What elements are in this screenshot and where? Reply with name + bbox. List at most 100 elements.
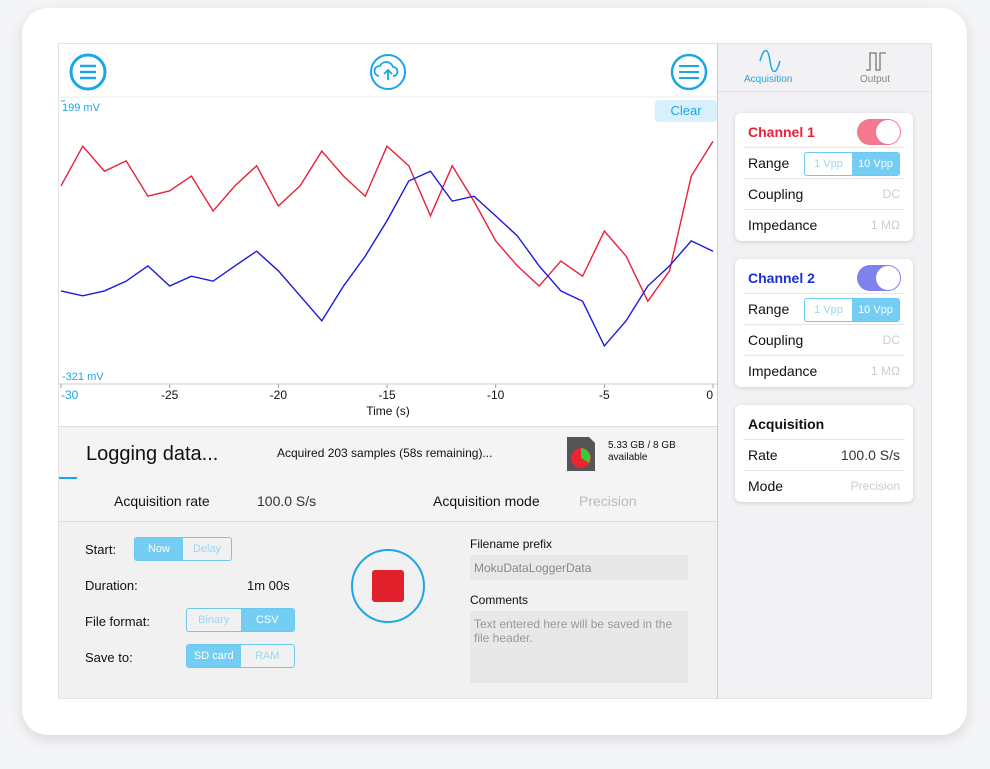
format-option[interactable]: Binary: [198, 614, 230, 626]
stop-icon: [372, 570, 404, 602]
x-tick-label: -10: [487, 388, 505, 402]
range-option[interactable]: 1 Vpp: [814, 304, 843, 316]
row-label: Impedance: [748, 217, 818, 233]
x-tick-label: -15: [378, 388, 396, 402]
settings-icon: [679, 65, 699, 79]
comments-label: Comments: [470, 593, 529, 607]
row-label: Mode: [748, 478, 784, 494]
card-row: Coupling DC: [743, 324, 905, 355]
row-label: Range: [748, 155, 790, 171]
x-tick-label: 0: [706, 388, 713, 402]
trace: [60, 140, 714, 303]
start-option[interactable]: Now: [135, 538, 183, 560]
screen: Clear Time (s) -30 -25 -20 -15 -10 -5 0 199 mV -…: [58, 43, 932, 699]
save-option[interactable]: RAM: [255, 650, 280, 662]
status-title: Logging data...: [86, 443, 219, 465]
rate-value: 100.0 S/s: [257, 493, 317, 509]
settings-button[interactable]: [670, 53, 708, 91]
format-toggle: Binary CSV: [186, 608, 295, 632]
sd-card-icon: [567, 437, 595, 471]
y-tick-label: 199 mV: [62, 102, 101, 114]
card-title: Channel 2: [748, 270, 815, 286]
upload-button[interactable]: [370, 54, 406, 90]
start-toggle: Now Delay: [134, 537, 232, 561]
upload-icon: [373, 61, 399, 80]
status-bar: Logging data... Acquired 203 samples (58…: [59, 426, 717, 481]
row-value: 1 MΩ: [871, 364, 900, 378]
x-tick-label: -25: [161, 388, 179, 402]
range-option[interactable]: 10 Vpp: [852, 299, 899, 321]
acquisition-tab[interactable]: Acquisition: [744, 74, 793, 85]
channel-toggle[interactable]: [857, 265, 901, 291]
chart: Clear Time (s) -30 -25 -20 -15 -10 -5 0 199 mV -…: [59, 53, 717, 418]
row-label: Coupling: [748, 332, 804, 348]
card-row: Range 1 Vpp 10 Vpp: [743, 147, 905, 178]
toggle-knob: [876, 120, 900, 144]
trace: [60, 170, 714, 348]
start-option[interactable]: Delay: [192, 543, 222, 555]
row-label: Coupling: [748, 186, 804, 202]
card-row: Impedance 1 MΩ: [743, 209, 905, 240]
range-toggle: 1 Vpp 10 Vpp: [804, 152, 900, 176]
x-tick-label: -20: [270, 388, 288, 402]
tab-divider: [718, 91, 931, 92]
x-tick-label: -30: [61, 388, 79, 402]
mode-value: Precision: [579, 493, 637, 509]
card-row: Mode Precision: [743, 470, 905, 501]
storage: 5.33 GB / 8 GB: [608, 440, 676, 451]
row-value: Precision: [850, 479, 900, 493]
format-label: File format:: [85, 614, 151, 629]
menu-button[interactable]: [69, 53, 107, 91]
comments-input[interactable]: Text entered here will be saved in the f…: [470, 611, 688, 683]
sidebar: Acquisition Output Acquisition Rate 100.0…: [717, 44, 931, 698]
output-tab-icon: [866, 52, 886, 71]
acquisition-tab-icon: [759, 50, 781, 72]
range-option[interactable]: 10 Vpp: [852, 153, 899, 175]
progress-indicator: [59, 477, 77, 480]
start-label: Start:: [85, 542, 117, 557]
output-tab[interactable]: Output: [860, 74, 891, 85]
status-progress: Acquired 203 samples (58s remaining)...: [277, 446, 493, 460]
prefix-label: Filename prefix: [470, 537, 553, 551]
prefix-value: MokuDataLoggerData: [474, 561, 592, 575]
row-value: DC: [882, 333, 900, 347]
x-axis-label: Time (s): [366, 404, 410, 418]
save-toggle: SD card RAM: [186, 644, 295, 668]
storage-note: available: [608, 452, 648, 463]
clear-button[interactable]: [655, 100, 717, 122]
card-row: Coupling DC: [743, 178, 905, 209]
card-row: Rate 100.0 S/s: [743, 439, 905, 470]
clear-label: Clear: [670, 103, 702, 118]
y-tick-label: -321 mV: [62, 371, 104, 383]
row-label: Rate: [748, 447, 778, 463]
save-label: Save to:: [85, 650, 133, 665]
row-label: Impedance: [748, 363, 818, 379]
mode-label: Acquisition mode: [433, 493, 540, 509]
rate-label: Acquisition rate: [114, 493, 210, 509]
range-option[interactable]: 1 Vpp: [814, 158, 843, 170]
row-value: DC: [882, 187, 900, 201]
save-option[interactable]: SD card: [187, 645, 241, 667]
acquisition-card: Acquisition Rate 100.0 S/s Mode Precision: [735, 405, 913, 502]
x-tick-label: -5: [599, 388, 610, 402]
row-value: 100.0 S/s: [840, 447, 900, 463]
prefix-input[interactable]: MokuDataLoggerData: [470, 555, 688, 580]
duration-label: Duration:: [85, 578, 138, 593]
channel-toggle[interactable]: [857, 119, 901, 145]
toggle-knob: [876, 266, 900, 290]
channel-card: Channel 1 Range 1 Vpp 10 Vpp Coupling DC Imped…: [735, 113, 913, 241]
summary-row: Acquisition rate 100.0 S/s Acquisition m…: [59, 479, 717, 522]
menu-icon: [80, 64, 96, 80]
channel-card: Channel 2 Range 1 Vpp 10 Vpp Coupling DC Imped…: [735, 259, 913, 387]
card-row: Range 1 Vpp 10 Vpp: [743, 293, 905, 324]
format-option[interactable]: CSV: [240, 609, 294, 631]
card-title: Channel 1: [748, 124, 815, 140]
stop-button[interactable]: [351, 549, 425, 623]
row-value: 1 MΩ: [871, 218, 900, 232]
duration-value[interactable]: 1m 00s: [247, 578, 290, 593]
card-row: Impedance 1 MΩ: [743, 355, 905, 386]
row-label: Range: [748, 301, 790, 317]
card-title: Acquisition: [748, 416, 825, 432]
range-toggle: 1 Vpp 10 Vpp: [804, 298, 900, 322]
